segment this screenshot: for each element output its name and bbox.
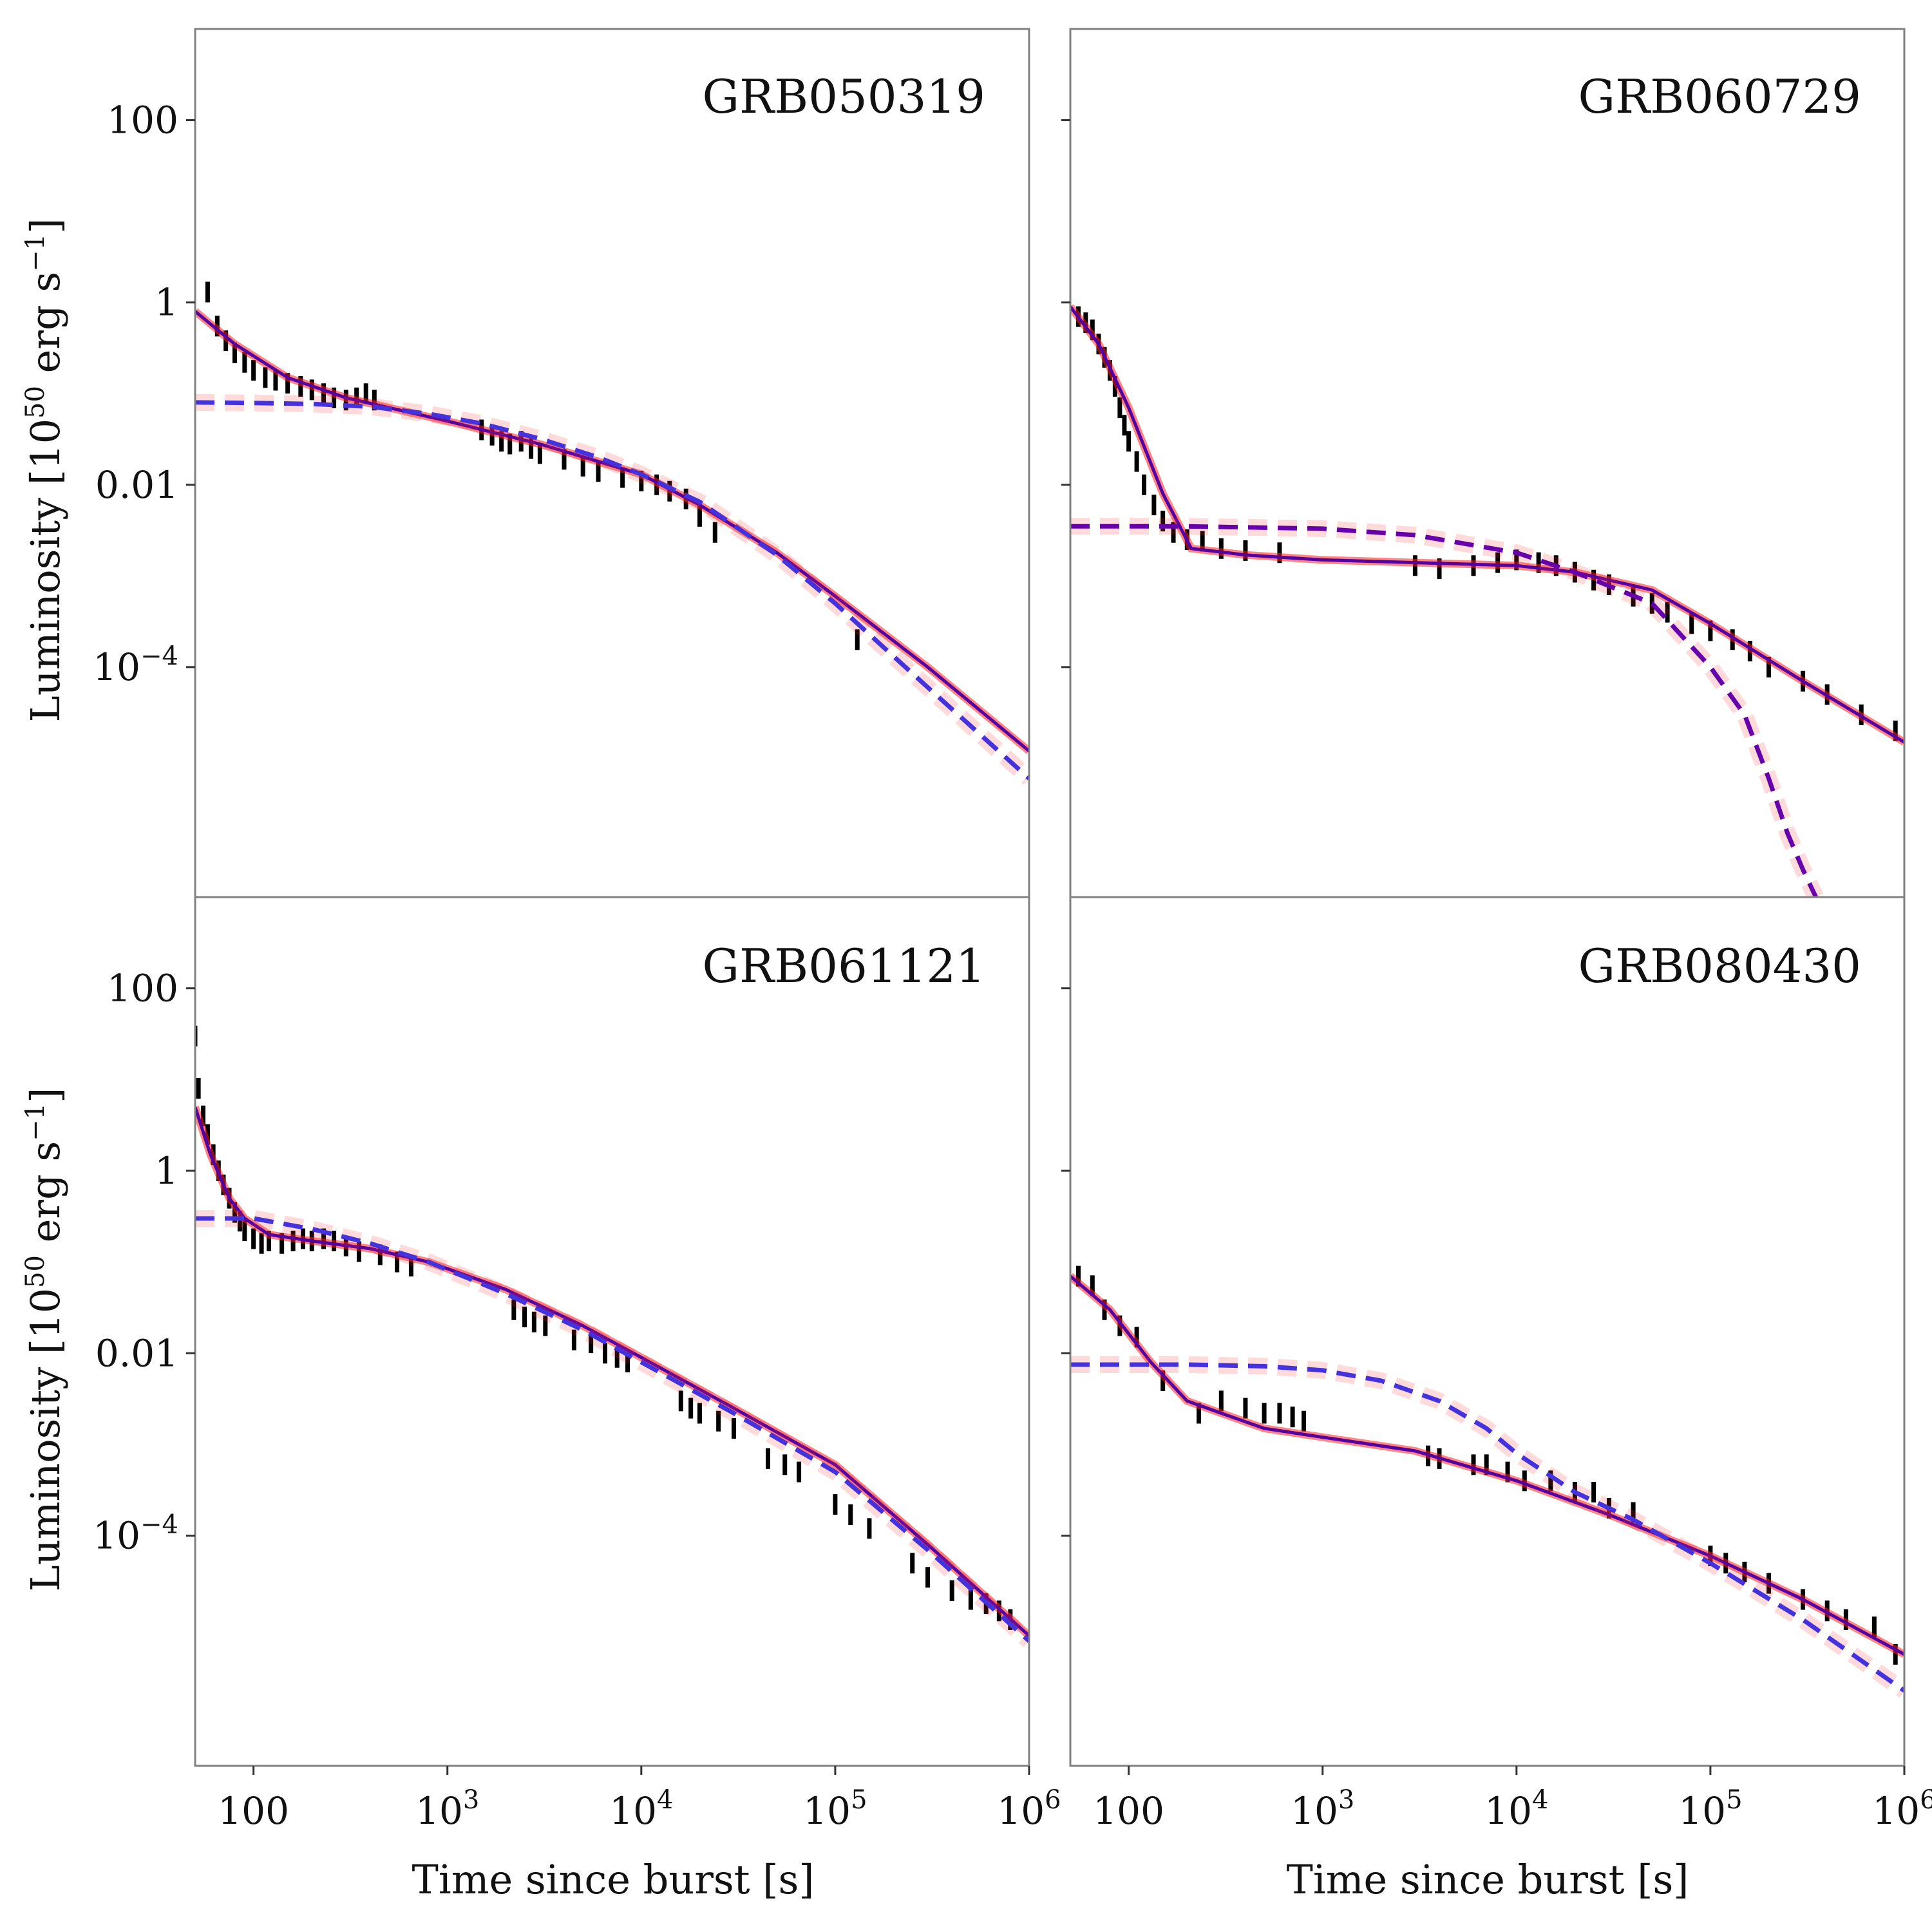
y-axis-title-exp2: −1 — [21, 1103, 50, 1141]
y-axis-title-exp2: −1 — [21, 234, 50, 272]
x-tick-label: 104 — [609, 1785, 673, 1833]
y-axis-title-pre: Luminosity [10 — [22, 1288, 69, 1591]
y-axis-title-post: ] — [22, 218, 69, 234]
x-tick-label: 100 — [1093, 1789, 1164, 1833]
x-tick-label: 104 — [1484, 1785, 1548, 1833]
y-tick-label: 10−4 — [93, 1510, 178, 1558]
magnetar-component-line — [1070, 524, 1818, 897]
y-axis-title-mid: erg s — [22, 1141, 69, 1255]
x-axis-title-left: Time since burst [s] — [412, 1856, 815, 1903]
y-tick-label: 1 — [155, 281, 178, 325]
x-tick-label: 106 — [997, 1785, 1061, 1833]
panel-title: GRB060729 — [1578, 70, 1862, 124]
y-tick-label: 1 — [155, 1149, 178, 1193]
plot-area — [1070, 304, 1904, 897]
y-axis-title-mid: erg s — [22, 272, 69, 386]
total-model-line — [195, 310, 1029, 753]
magnetar-component-line — [1070, 1362, 1904, 1693]
panel-grb080430: GRB080430 100 103 104 105 106 — [1061, 896, 1932, 1833]
panel-grb061121: GRB061121 100 1 0.01 10−4 100 103 104 105 106 — [93, 896, 1061, 1833]
panel-grb060729: GRB060729 — [1061, 28, 1906, 898]
x-tick-label: 103 — [415, 1785, 479, 1833]
panel-title: GRB050319 — [703, 70, 986, 124]
plot-frame — [194, 896, 1030, 1767]
plot-area — [1070, 1265, 1904, 1698]
plot-area — [195, 1025, 1029, 1647]
plot-area — [195, 281, 1029, 785]
y-tick-label: 0.01 — [95, 463, 178, 507]
x-tick-label: 106 — [1872, 1785, 1932, 1833]
x-tick-label: 100 — [218, 1789, 289, 1833]
total-model-line — [1070, 1274, 1904, 1656]
magnetar-component-line — [195, 1216, 1029, 1643]
y-axis-title-exp1: 50 — [21, 1255, 50, 1288]
panel-title: GRB080430 — [1578, 939, 1862, 993]
y-tick-label: 100 — [107, 967, 178, 1010]
y-tick-label: 10−4 — [93, 641, 178, 689]
y-axis-title-bottom: Luminosity [1050 erg s−1] — [21, 1088, 69, 1592]
x-tick-label: 103 — [1291, 1785, 1354, 1833]
y-tick-label: 0.01 — [95, 1331, 178, 1375]
panel-title: GRB061121 — [703, 939, 986, 993]
y-axis-title-pre: Luminosity [10 — [22, 419, 69, 722]
total-model-line — [1070, 305, 1904, 744]
x-tick-label: 105 — [1678, 1785, 1742, 1833]
y-axis-title-top: Luminosity [1050 erg s−1] — [21, 218, 69, 723]
y-axis-title-exp1: 50 — [21, 386, 50, 419]
y-axis-title-post: ] — [22, 1088, 69, 1103]
x-axis-title-right: Time since burst [s] — [1287, 1856, 1689, 1903]
magnetar-component-line — [195, 400, 1029, 781]
y-tick-label: 100 — [107, 99, 178, 142]
x-tick-label: 105 — [803, 1785, 867, 1833]
plot-frame — [1069, 896, 1906, 1767]
